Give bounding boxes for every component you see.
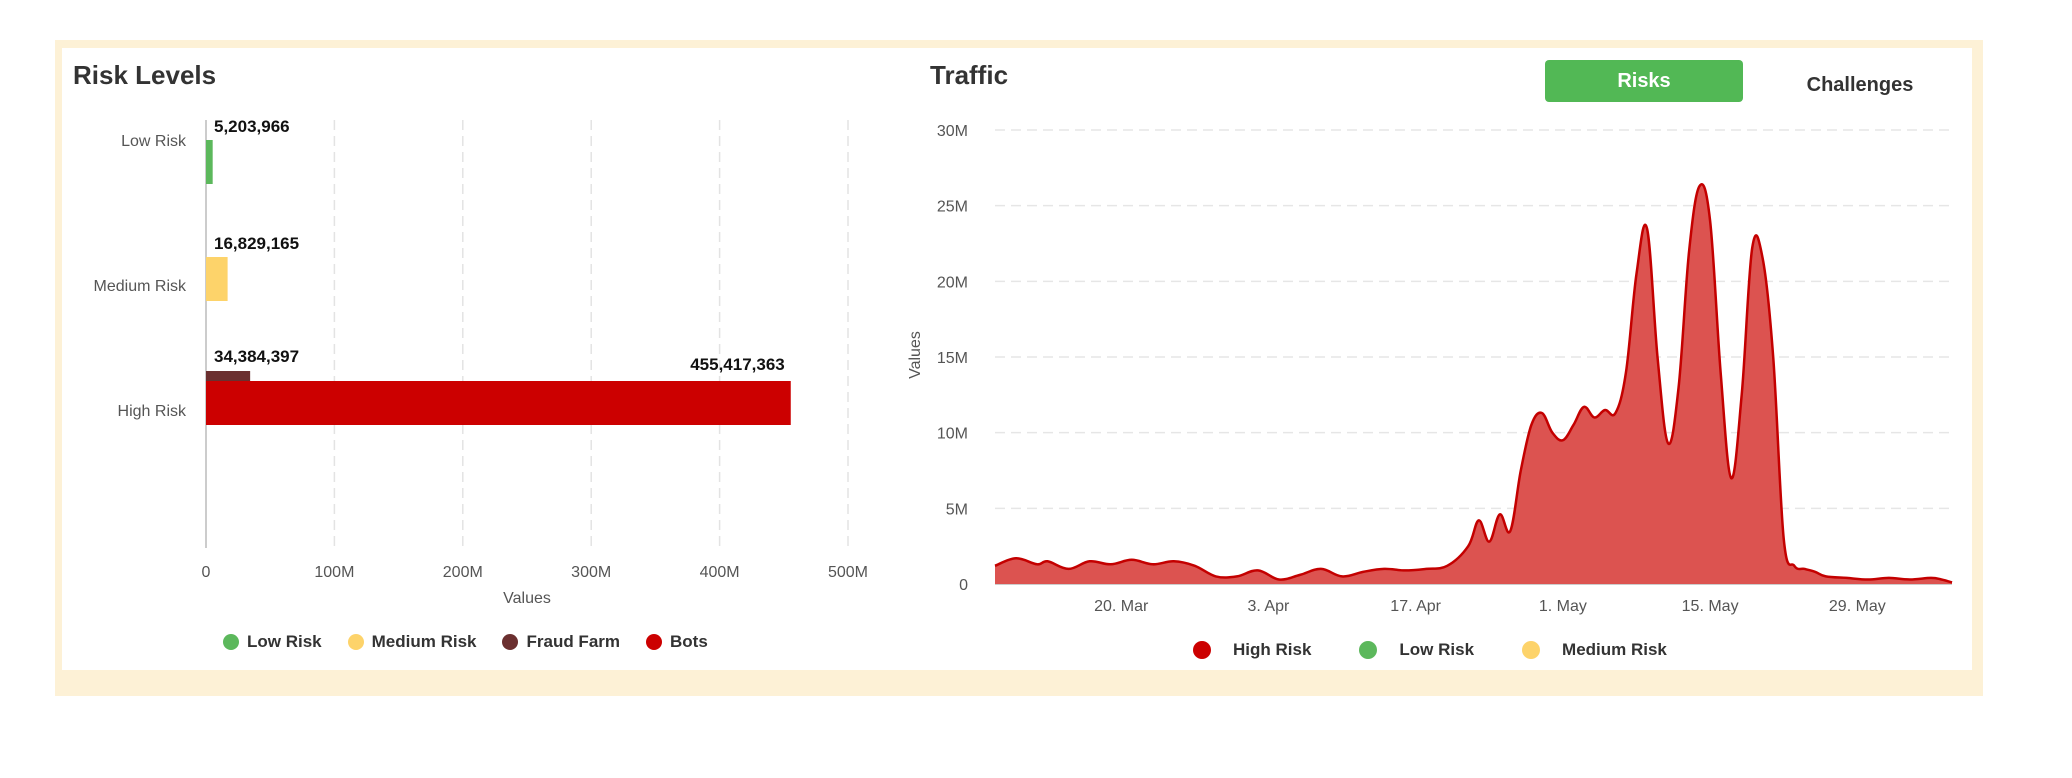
bar-data-label: 455,417,363	[690, 355, 785, 374]
risk-x-tick-label: 100M	[314, 564, 354, 581]
traffic-y-tick-label: 15M	[937, 350, 968, 367]
legend-label: Low Risk	[1399, 640, 1475, 659]
bar-data-label: 5,203,966	[214, 117, 290, 136]
traffic-x-tick-label: 17. Apr	[1390, 598, 1441, 615]
risk-category-label: High Risk	[118, 403, 187, 420]
bar-bots[interactable]	[206, 381, 791, 425]
traffic-x-tick-label: 3. Apr	[1248, 598, 1290, 615]
traffic-title: Traffic	[930, 60, 1009, 90]
risk-x-tick-label: 400M	[700, 564, 740, 581]
risk-x-tick-label: 500M	[828, 564, 868, 581]
legend-dot	[1359, 641, 1378, 659]
bar-low-risk[interactable]	[206, 140, 213, 184]
legend-label: Fraud Farm	[526, 632, 621, 651]
legend-dot	[223, 634, 239, 650]
risk-levels-title: Risk Levels	[73, 60, 217, 90]
legend-dot	[502, 634, 519, 650]
legend-item-fraud-farm[interactable]: Fraud Farm	[502, 632, 620, 652]
traffic-y-tick-label: 5M	[946, 501, 968, 518]
risks-tab-button[interactable]: Risks	[1545, 60, 1743, 102]
traffic-legend: High Risk Low Risk Medium Risk	[1193, 640, 1715, 660]
bar-data-label: 16,829,165	[214, 234, 299, 253]
risk-category-label: Medium Risk	[94, 278, 187, 295]
legend-item-medium-risk[interactable]: Medium Risk	[347, 632, 477, 652]
traffic-x-tick-label: 15. May	[1682, 598, 1739, 615]
legend-label: Medium Risk	[1562, 640, 1667, 659]
traffic-y-tick-label: 0	[959, 577, 968, 594]
traffic-x-tick-label: 29. May	[1829, 598, 1886, 615]
traffic-legend-item-medium-risk[interactable]: Medium Risk	[1522, 640, 1667, 660]
bar-medium-risk[interactable]	[206, 257, 228, 301]
legend-label: High Risk	[1233, 640, 1312, 659]
risk-x-tick-label: 300M	[571, 564, 611, 581]
legend-dot	[347, 634, 364, 650]
legend-item-bots[interactable]: Bots	[646, 632, 708, 652]
risk-category-label: Low Risk	[121, 133, 187, 150]
traffic-x-tick-label: 1. May	[1539, 598, 1587, 615]
risk-levels-legend: Low Risk Medium Risk Fraud Farm Bots	[223, 632, 734, 652]
legend-dot	[1522, 641, 1541, 659]
risk-x-axis-title: Values	[503, 590, 551, 607]
risk-x-tick-label: 200M	[443, 564, 483, 581]
bar-data-label: 34,384,397	[214, 347, 299, 366]
traffic-y-tick-label: 30M	[937, 123, 968, 140]
traffic-y-axis-title: Values	[907, 331, 924, 379]
legend-dot	[1193, 641, 1211, 659]
traffic-legend-item-high-risk[interactable]: High Risk	[1193, 640, 1311, 660]
traffic-y-tick-label: 20M	[937, 274, 968, 291]
line-high-risk	[994, 183, 1953, 584]
traffic-legend-item-low-risk[interactable]: Low Risk	[1359, 640, 1474, 660]
legend-item-low-risk[interactable]: Low Risk	[223, 632, 322, 652]
legend-label: Bots	[670, 632, 708, 651]
legend-label: Medium Risk	[371, 632, 477, 651]
legend-dot	[646, 634, 663, 650]
challenges-tab-button[interactable]: Challenges	[1760, 64, 1960, 106]
traffic-y-tick-label: 25M	[937, 199, 968, 216]
bar-fraud-farm[interactable]	[206, 371, 251, 381]
legend-label: Low Risk	[247, 632, 322, 651]
area-high-risk[interactable]	[995, 184, 1952, 584]
risk-x-tick-label: 0	[202, 564, 211, 581]
traffic-y-tick-label: 10M	[937, 426, 968, 443]
traffic-x-tick-label: 20. Mar	[1094, 598, 1149, 615]
